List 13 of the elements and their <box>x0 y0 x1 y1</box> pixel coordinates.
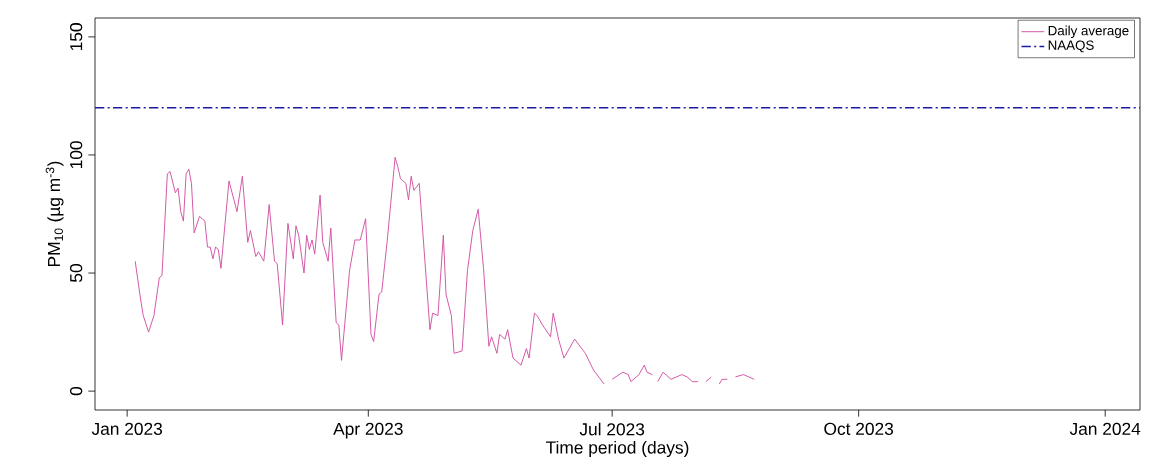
y-axis-title: PM$_{10}$ (µg m$^{-3}$) <box>45 161 64 267</box>
x-tick-label: Jan 2023 <box>91 422 163 435</box>
x-tick-label: Jul 2023 <box>579 422 645 436</box>
x-axis-title: Time period (days) <box>545 440 689 458</box>
y-tick-label: 100 <box>70 141 83 169</box>
x-tick-label: Apr 2023 <box>333 422 403 439</box>
legend-label: NAAQS <box>1048 40 1094 53</box>
legend-label: Daily average <box>1048 25 1129 38</box>
y-tick-label: 50 <box>70 264 83 282</box>
y-tick-label: 0 <box>70 386 83 396</box>
x-tick-label: Jan 2024 <box>1069 422 1141 435</box>
y-tick-label: 150 <box>70 23 83 51</box>
x-tick-label: Oct 2023 <box>824 422 894 435</box>
